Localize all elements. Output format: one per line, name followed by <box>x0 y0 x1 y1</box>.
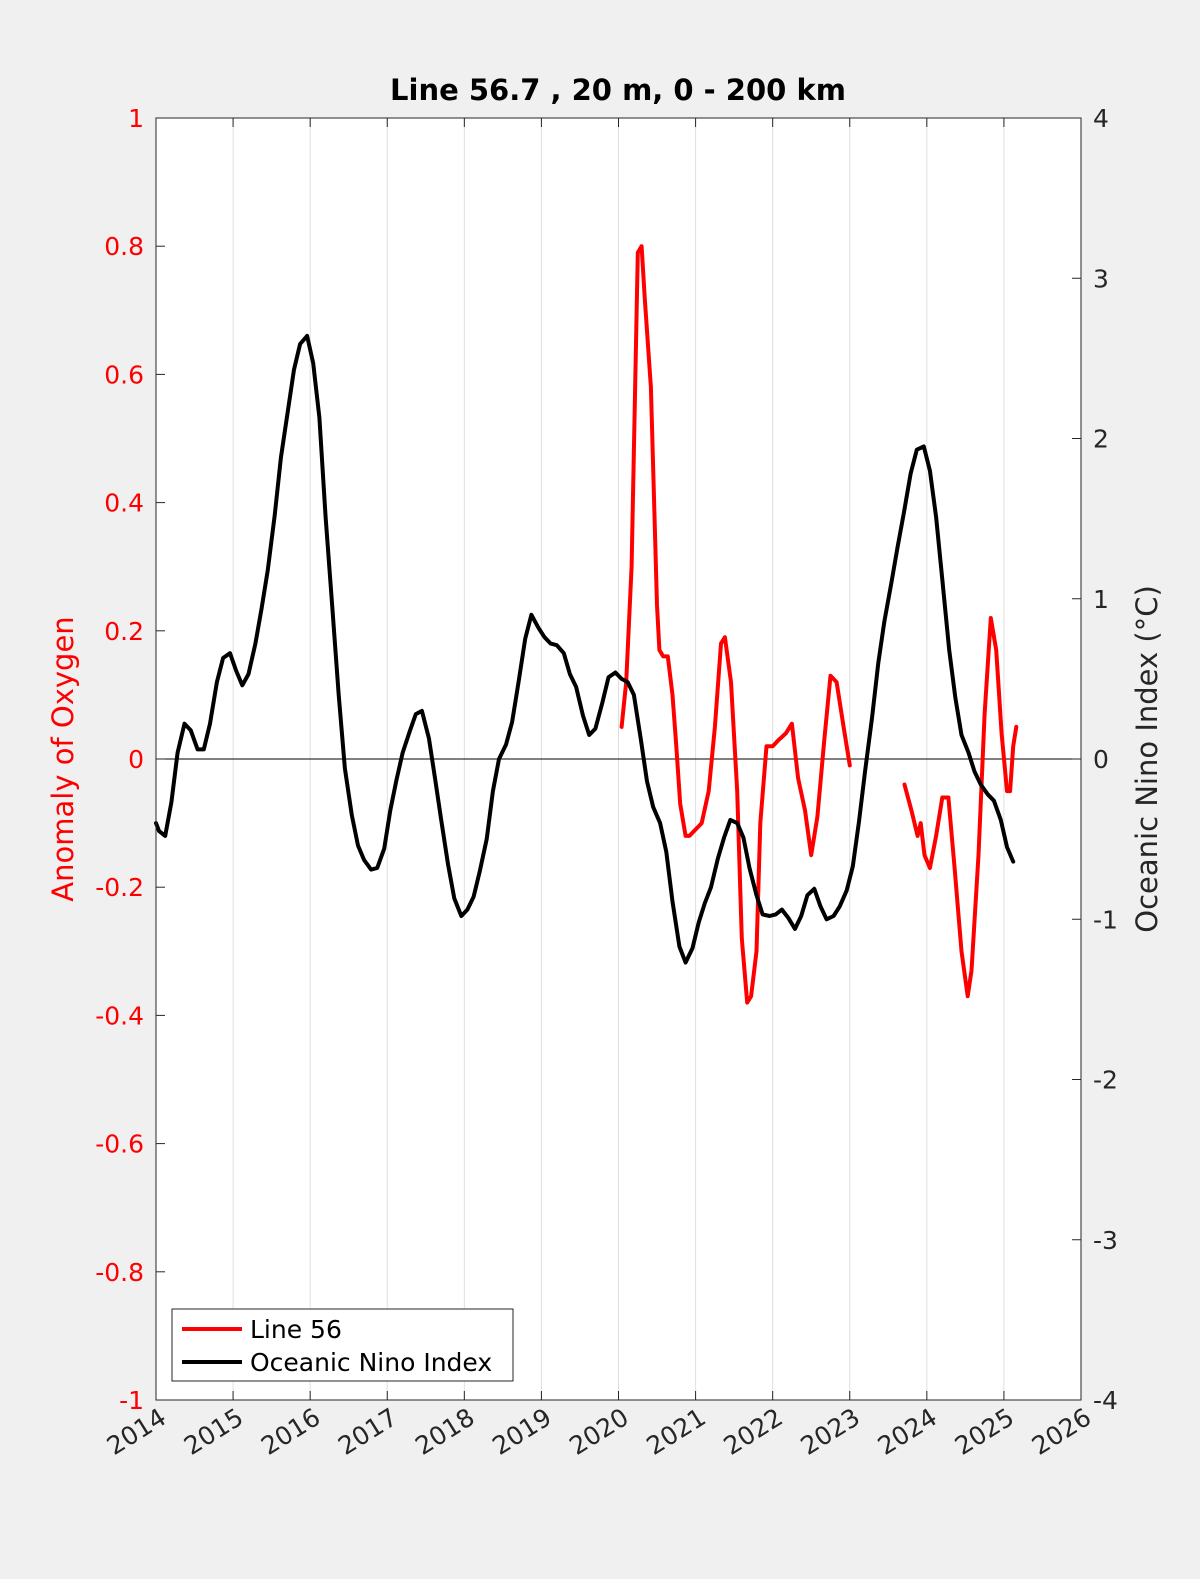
series-line56-line <box>619 244 852 1005</box>
x-tick-label: 2023 <box>796 1402 865 1460</box>
x-tick-label: 2020 <box>564 1402 633 1460</box>
x-tick-label: 2024 <box>873 1402 942 1460</box>
x-tick-label: 2018 <box>410 1402 479 1460</box>
legend-label-oni: Oceanic Nino Index <box>250 1348 492 1377</box>
y-tick-label: -0.8 <box>95 1258 144 1287</box>
y2-tick-label: -4 <box>1093 1386 1118 1415</box>
x-tick-label: 2025 <box>950 1402 1019 1460</box>
chart-title: Line 56.7 , 20 m, 0 - 200 km <box>390 73 846 107</box>
y-tick-label: 0.8 <box>104 232 144 261</box>
y2-tick-label: 1 <box>1093 585 1109 614</box>
series-layer <box>154 244 1019 1005</box>
y-tick-label: 1 <box>128 104 144 133</box>
x-tick-label: 2026 <box>1027 1402 1096 1460</box>
x-tick-label: 2022 <box>719 1402 788 1460</box>
y-tick-label: 0 <box>128 745 144 774</box>
x-tick-label: 2019 <box>487 1402 556 1460</box>
x-tick-label: 2016 <box>256 1402 325 1460</box>
y2-tick-label: -2 <box>1093 1066 1118 1095</box>
y2-tick-label: -3 <box>1093 1226 1118 1255</box>
x-tick-label: 2021 <box>641 1402 710 1460</box>
y2-tick-label: 0 <box>1093 745 1109 774</box>
y-tick-label: -0.4 <box>95 1001 144 1030</box>
y2-tick-label: 4 <box>1093 104 1109 133</box>
y2-tick-label: -1 <box>1093 905 1118 934</box>
series-oni-line <box>154 333 1016 965</box>
y2-tick-label: 3 <box>1093 264 1109 293</box>
legend: Line 56 Oceanic Nino Index <box>171 1308 514 1382</box>
y-tick-label: 0.4 <box>104 489 144 518</box>
y-tick-label: 0.6 <box>104 360 144 389</box>
series-line56-line <box>902 616 1019 999</box>
y2-tick-label: 2 <box>1093 425 1109 454</box>
y-axis-label: Anomaly of Oxygen <box>46 616 80 901</box>
legend-box <box>171 1308 514 1382</box>
legend-label-line56: Line 56 <box>250 1315 342 1344</box>
y-tick-label: -0.2 <box>95 873 144 902</box>
x-tick-label: 2017 <box>333 1402 402 1460</box>
y-tick-label: 0.2 <box>104 617 144 646</box>
y2-axis-label: Oceanic Nino Index (°C) <box>1130 585 1164 933</box>
y-tick-label: -1 <box>119 1386 144 1415</box>
x-tick-label: 2015 <box>179 1402 248 1460</box>
y-tick-label: -0.6 <box>95 1130 144 1159</box>
